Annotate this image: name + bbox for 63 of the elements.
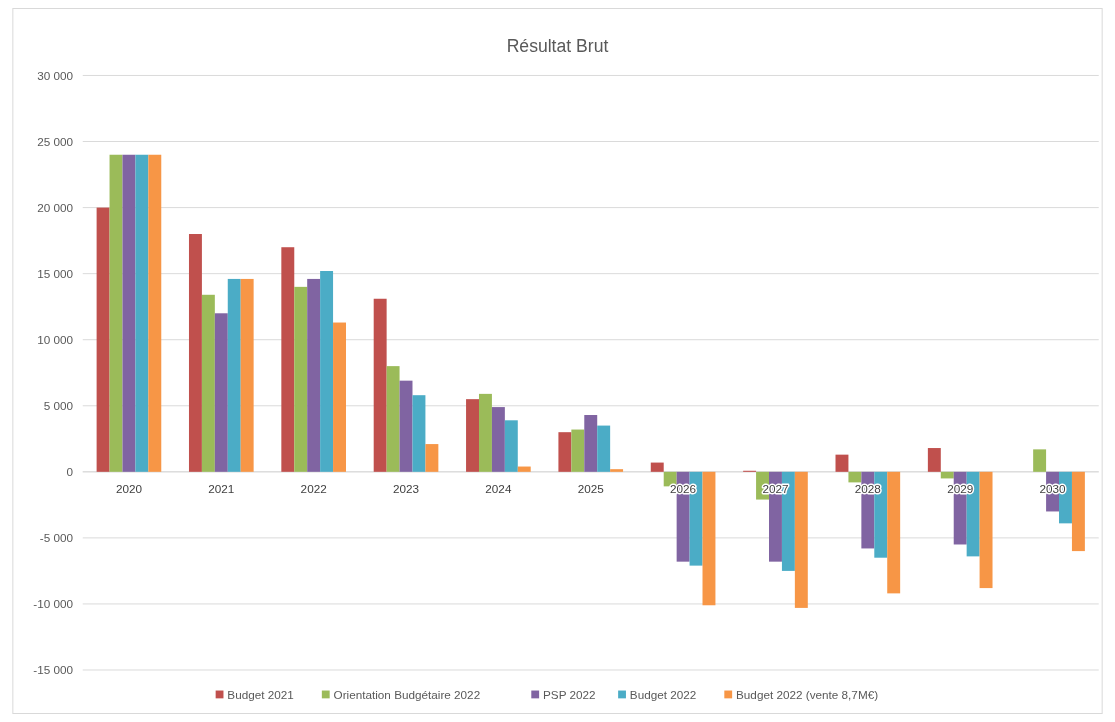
bar — [466, 399, 479, 472]
bar — [571, 429, 585, 472]
bar — [148, 154, 162, 472]
bar — [201, 294, 215, 472]
bar — [478, 393, 492, 472]
bar — [109, 154, 123, 472]
y-tick-label: 5 000 — [43, 398, 74, 412]
y-tick-label: 10 000 — [37, 332, 74, 346]
bar — [584, 415, 598, 472]
bar — [1033, 449, 1047, 472]
bar — [373, 298, 387, 472]
bar — [597, 425, 611, 472]
bar — [794, 471, 808, 608]
bar — [294, 286, 308, 472]
bar — [399, 380, 413, 472]
bar — [835, 454, 849, 472]
bar — [307, 278, 321, 472]
legend-label: Orientation Budgétaire 2022 — [333, 688, 481, 702]
y-tick-label: 25 000 — [37, 134, 74, 148]
x-tick-label: 2023 — [392, 482, 420, 496]
legend-label: Budget 2022 (vente 8,7M€) — [736, 688, 879, 702]
bar — [848, 471, 862, 483]
x-tick-label: 2024 — [485, 482, 512, 496]
bar — [240, 278, 254, 472]
legend-label: PSP 2022 — [543, 688, 596, 702]
bar — [887, 471, 901, 594]
y-tick-label: 0 — [66, 464, 74, 478]
bar — [333, 322, 346, 472]
y-tick-label: 30 000 — [37, 68, 74, 82]
x-tick-label: 2022 — [300, 482, 327, 496]
legend-label: Budget 2021 — [227, 688, 294, 702]
bar — [227, 278, 241, 472]
legend-label: Budget 2022 — [629, 688, 697, 702]
bar — [940, 471, 954, 479]
x-tick-label: 2025 — [577, 482, 605, 496]
y-tick-label: 15 000 — [37, 266, 74, 280]
bar — [412, 395, 426, 472]
bar — [386, 366, 400, 472]
chart-title: Résultat Brut — [506, 36, 609, 56]
y-tick-label: -15 000 — [33, 663, 74, 677]
bar — [320, 271, 334, 472]
bar — [1071, 471, 1085, 552]
x-tick-label: 2021 — [208, 482, 235, 496]
bar — [281, 247, 295, 472]
y-tick-label: -5 000 — [39, 530, 74, 544]
bar — [425, 444, 439, 472]
bar — [702, 471, 716, 606]
bar — [650, 462, 664, 472]
x-tick-label: 2020 — [115, 482, 143, 496]
bar — [491, 407, 505, 472]
bar — [96, 207, 110, 472]
bar — [979, 471, 993, 589]
bar — [504, 420, 518, 472]
y-tick-label: 20 000 — [37, 200, 74, 214]
bar — [214, 313, 228, 472]
bar — [188, 234, 202, 472]
bar — [122, 154, 136, 472]
bar — [927, 448, 941, 472]
bar — [558, 432, 572, 472]
bar — [517, 466, 531, 472]
y-tick-label: -10 000 — [33, 597, 74, 611]
bar — [610, 469, 624, 472]
bar — [135, 154, 149, 472]
